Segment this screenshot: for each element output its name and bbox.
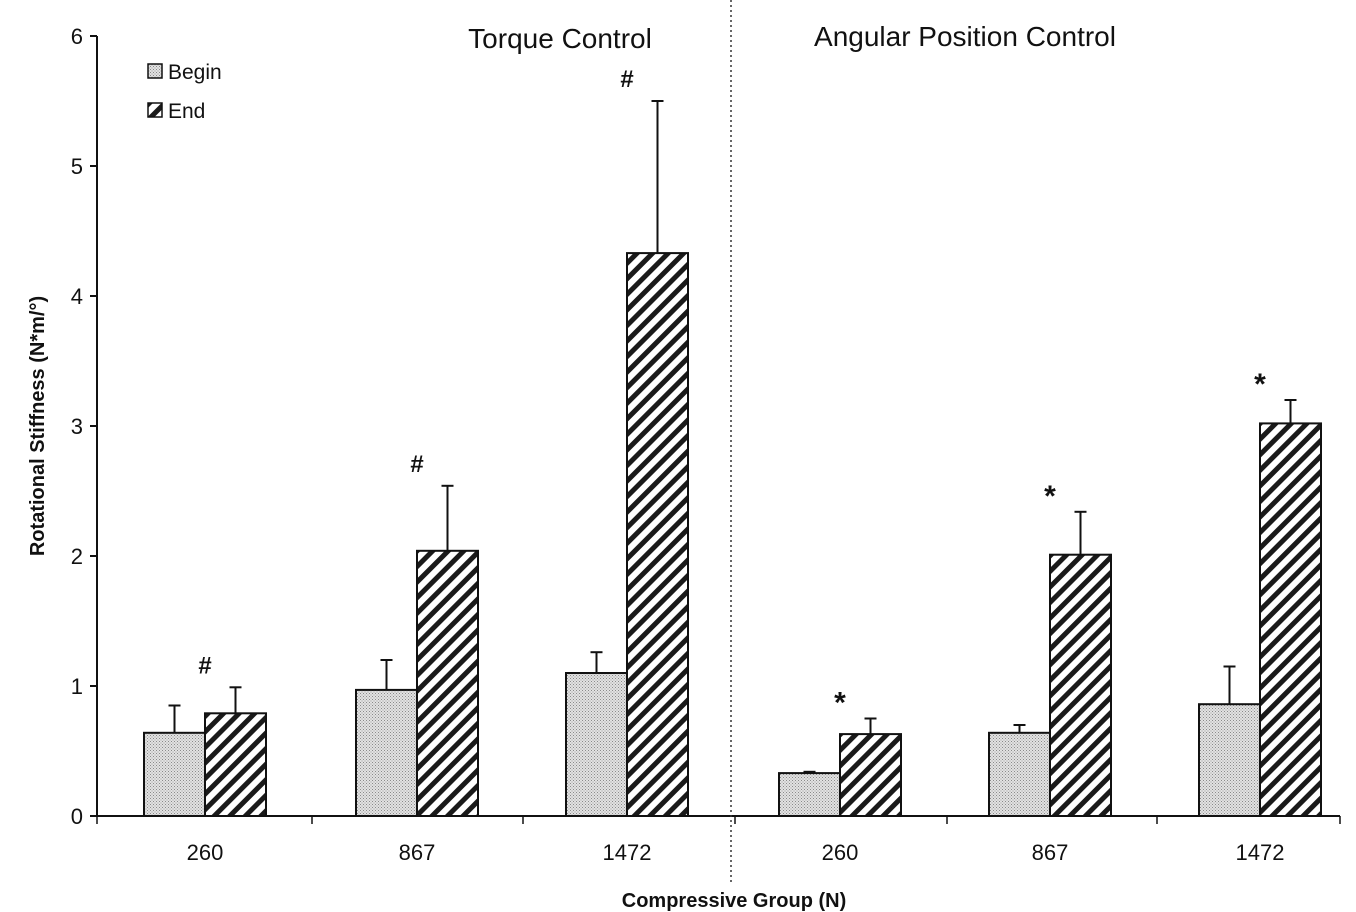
y-tick-label: 5 xyxy=(71,154,83,179)
x-tick-label: 867 xyxy=(1032,840,1069,865)
y-tick-label: 3 xyxy=(71,414,83,439)
bar-end xyxy=(626,252,689,818)
x-tick-label: 260 xyxy=(187,840,224,865)
panel-title-torque: Torque Control xyxy=(468,23,652,54)
y-tick-label: 1 xyxy=(71,674,83,699)
x-axis-title: Compressive Group (N) xyxy=(622,890,846,912)
bar-begin xyxy=(1198,703,1261,818)
x-tick-label: 260 xyxy=(822,840,859,865)
significance-marker: # xyxy=(198,652,211,679)
bar-begin xyxy=(355,688,418,818)
bar-end xyxy=(204,712,267,817)
y-axis-title: Rotational Stiffness (N*m/°) xyxy=(27,296,49,556)
legend: Begin End xyxy=(147,61,222,123)
bar-begin xyxy=(778,772,841,817)
panel-title-angular: Angular Position Control xyxy=(814,21,1116,52)
bar-begin xyxy=(565,672,628,817)
bar-end xyxy=(416,549,479,817)
significance-marker: # xyxy=(410,451,423,478)
y-tick-label: 4 xyxy=(71,284,83,309)
x-tick-label: 867 xyxy=(399,840,436,865)
legend-swatch-begin xyxy=(147,63,163,79)
legend-label-begin: Begin xyxy=(168,61,222,84)
significance-marker: # xyxy=(620,66,633,93)
bar-begin xyxy=(143,731,206,817)
significance-marker: * xyxy=(834,687,846,720)
significance-marker: * xyxy=(1254,368,1266,401)
legend-label-end: End xyxy=(168,100,205,123)
y-tick-label: 0 xyxy=(71,804,83,829)
legend-swatch-end xyxy=(147,102,163,118)
x-tick-label: 1472 xyxy=(603,840,652,865)
significance-marker: * xyxy=(1044,480,1056,513)
bar-begin xyxy=(988,731,1051,817)
bar-end xyxy=(1049,553,1112,817)
bar-end xyxy=(1259,422,1322,817)
y-tick-label: 2 xyxy=(71,544,83,569)
y-tick-label: 6 xyxy=(71,24,83,49)
bar-end xyxy=(839,733,902,817)
x-tick-label: 1472 xyxy=(1236,840,1285,865)
